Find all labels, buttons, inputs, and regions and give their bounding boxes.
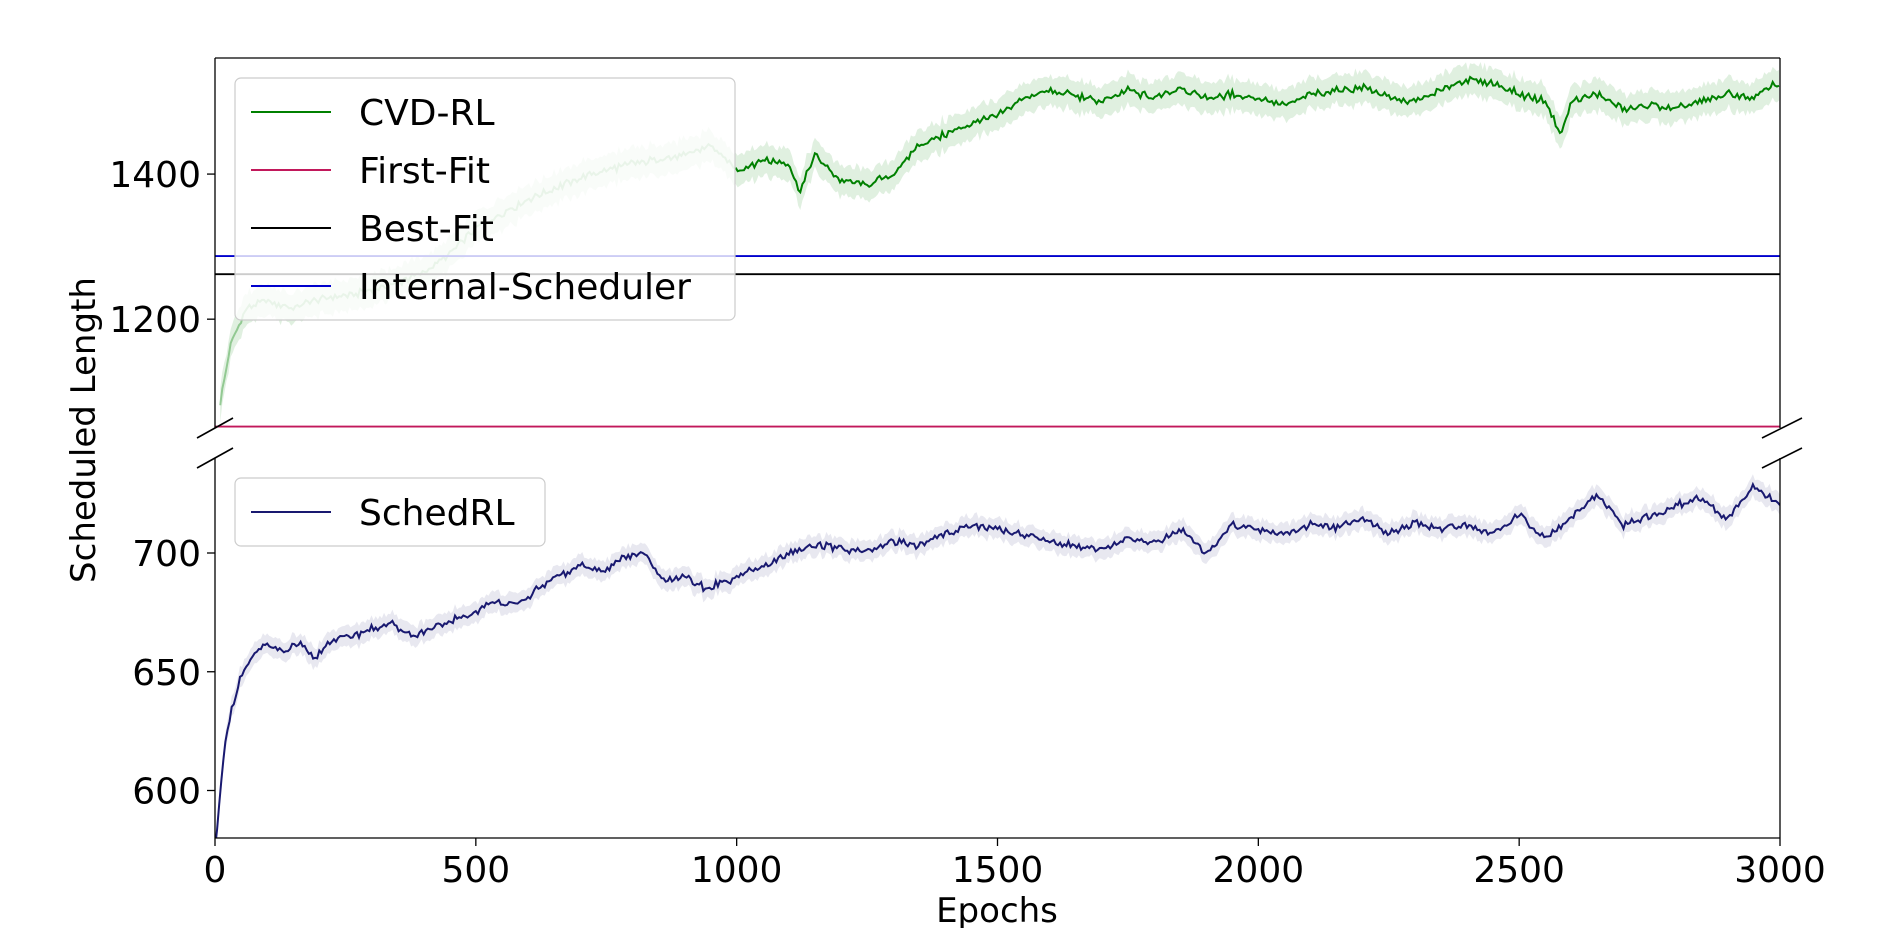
legend-label-cvd-rl: CVD-RL — [359, 93, 495, 134]
axis-break-mark — [1761, 417, 1803, 439]
series-line-schedrl — [215, 481, 1780, 838]
legend-label-internal-scheduler: Internal-Scheduler — [359, 267, 691, 308]
x-tick-label: 2000 — [1213, 850, 1305, 891]
axis-break-mark — [1761, 447, 1803, 469]
legend-label-best-fit: Best-Fit — [359, 209, 494, 250]
y-tick-label: 600 — [132, 772, 201, 813]
legend-label-first-fit: First-Fit — [359, 151, 490, 192]
x-tick-label: 2500 — [1473, 850, 1565, 891]
y-axis-title: Scheduled Length — [64, 277, 104, 583]
y-tick-label: 1200 — [109, 300, 201, 341]
x-tick-label: 1000 — [691, 850, 783, 891]
x-tick-label: 0 — [204, 850, 227, 891]
y-tick-label: 1400 — [109, 155, 201, 196]
series-line-cvd-rl — [734, 75, 1780, 195]
series-band-cvd-rl — [220, 62, 1780, 423]
y-tick-label: 650 — [132, 653, 201, 694]
axis-break-mark — [196, 417, 234, 439]
axis-break-mark — [196, 447, 234, 469]
y-tick-label: 700 — [132, 534, 201, 575]
top-legend-box — [234, 77, 736, 321]
series-band-schedrl — [215, 474, 1780, 838]
x-tick-label: 3000 — [1734, 850, 1826, 891]
x-tick-label: 500 — [441, 850, 510, 891]
x-tick-label: 1500 — [952, 850, 1044, 891]
legend-label-schedrl: SchedRL — [359, 493, 515, 534]
x-axis-title: Epochs — [936, 891, 1058, 928]
bottom-legend-box — [234, 477, 546, 547]
